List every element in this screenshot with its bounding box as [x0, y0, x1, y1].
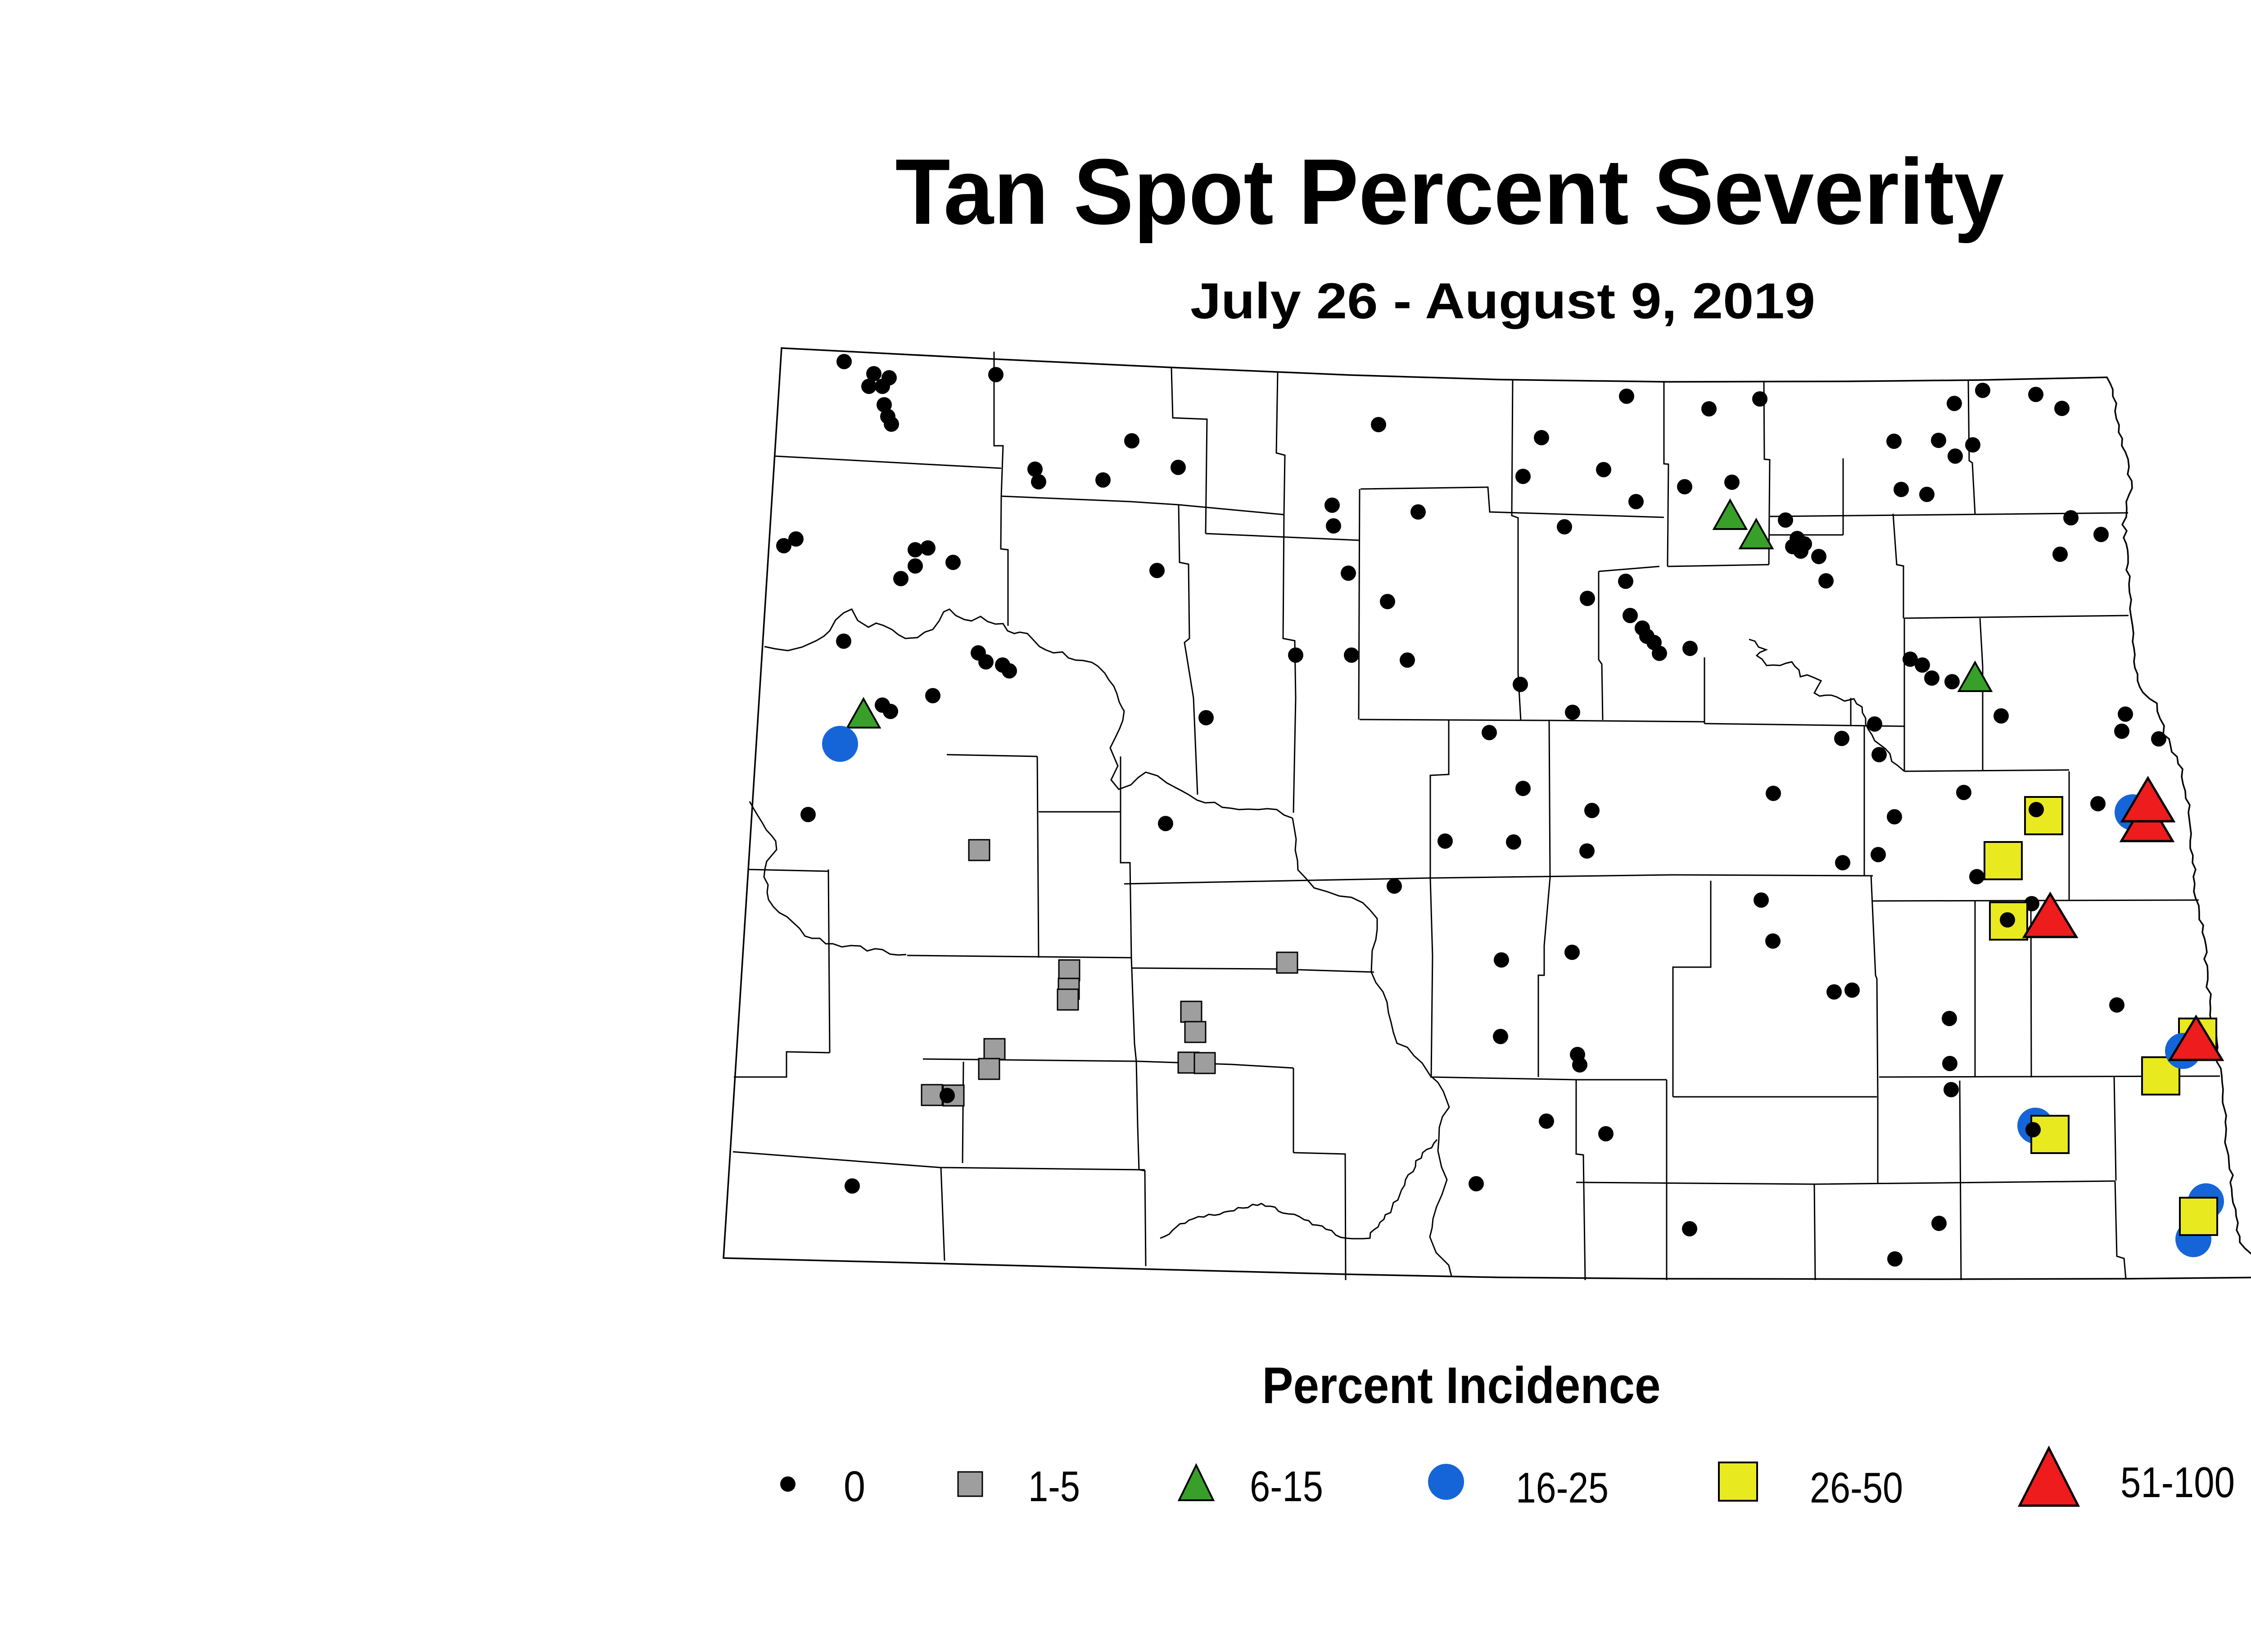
- svg-text:16-25: 16-25: [1516, 1464, 1609, 1512]
- svg-text:July 26 - August 9, 2019: July 26 - August 9, 2019: [1190, 273, 1815, 329]
- svg-text:Tan Spot Percent Severity: Tan Spot Percent Severity: [895, 140, 2004, 244]
- svg-text:51-100: 51-100: [2120, 1458, 2235, 1507]
- svg-text:0: 0: [844, 1462, 865, 1511]
- svg-text:1-5: 1-5: [1028, 1462, 1080, 1511]
- svg-text:26-50: 26-50: [1810, 1464, 1903, 1512]
- svg-text:Percent Incidence: Percent Incidence: [1262, 1357, 1661, 1414]
- svg-text:6-15: 6-15: [1250, 1462, 1323, 1511]
